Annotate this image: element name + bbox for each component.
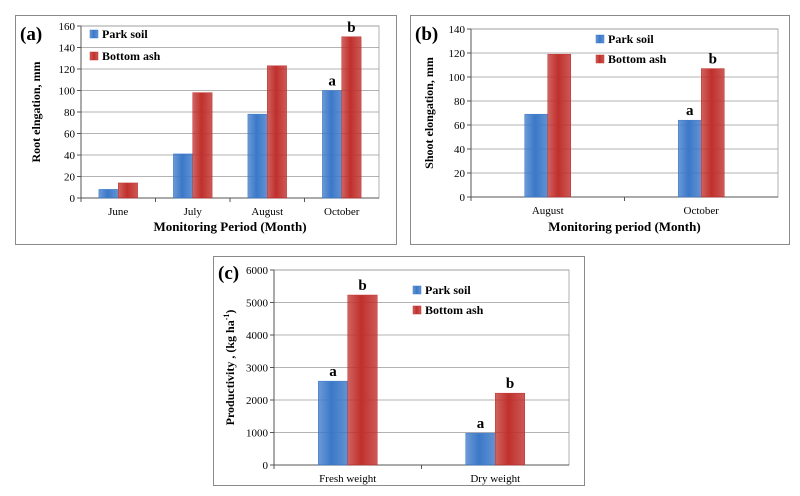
legend-swatch — [412, 285, 422, 295]
bar-bottom-ash — [267, 65, 287, 199]
y-axis-title: Root elngation, mm — [29, 62, 43, 163]
y-axis-title-text: Productivity , (kg ha — [223, 320, 237, 425]
x-tick-label: Fresh weight — [319, 473, 376, 485]
bar-bottom-ash — [192, 92, 213, 199]
x-axis-title: Monitoring Period (Month) — [153, 219, 306, 234]
legend-label: Bottom ash — [425, 303, 484, 317]
x-tick-label: June — [108, 206, 128, 218]
y-tick-label: 0 — [70, 193, 76, 205]
y-tick-label: 1000 — [246, 428, 269, 440]
bar-park-soil — [322, 90, 343, 199]
legend-swatch — [412, 305, 422, 315]
y-tick-label: 0 — [460, 192, 466, 204]
legend-label: Park soil — [102, 27, 148, 41]
chart-c-svg: 0 1000 2000 3000 4000 5000 6000 Fresh weight Dry… — [218, 263, 570, 485]
bar-bottom-ash — [547, 53, 572, 198]
bar-bottom-ash — [495, 392, 525, 466]
y-tick-label: 100 — [59, 86, 76, 98]
chart-panel-b: 0 20 40 60 80 100 120 140 August October a b Park so… — [410, 15, 790, 245]
y-tick-label: 20 — [454, 168, 466, 180]
y-tick-label: 80 — [454, 96, 466, 108]
y-tick-label: 140 — [449, 24, 466, 36]
legend-swatch — [89, 29, 99, 39]
significance-label: b — [358, 278, 366, 294]
legend-swatch — [89, 51, 99, 61]
y-tick-label: 60 — [64, 129, 76, 141]
chart-panel-a: 0 20 40 60 80 100 120 140 160 June July August Octob… — [15, 15, 397, 245]
bar-bottom-ash — [118, 182, 138, 199]
x-tick-label: October — [324, 206, 360, 218]
y-axis-title-superscript: -1 — [222, 314, 231, 321]
x-tick-label: Dry weight — [470, 473, 520, 485]
y-tick-label: 40 — [454, 144, 466, 156]
bar-park-soil — [318, 380, 348, 466]
y-tick-label: 3000 — [246, 363, 269, 375]
y-tick-label: 2000 — [246, 395, 269, 407]
bar-bottom-ash — [701, 68, 725, 198]
y-tick-label: 100 — [449, 72, 466, 84]
bar-park-soil — [173, 153, 194, 199]
bar-park-soil — [247, 113, 268, 199]
significance-label: b — [347, 20, 355, 36]
y-axis-title: Shoot elongation, mm — [422, 57, 436, 169]
y-tick-label: 5000 — [246, 298, 269, 310]
y-tick-label: 0 — [263, 460, 269, 472]
x-tick-label: August — [532, 205, 564, 217]
legend-label: Park soil — [425, 283, 471, 297]
y-tick-label: 80 — [64, 107, 76, 119]
legend-label: Bottom ash — [608, 52, 667, 66]
y-tick-label: 120 — [449, 48, 466, 60]
significance-label: b — [506, 376, 514, 392]
bar-park-soil — [677, 119, 702, 198]
significance-label: a — [328, 74, 336, 90]
legend-swatch — [595, 34, 605, 44]
y-axis-title-suffix: ) — [223, 310, 237, 314]
panel-label: (c) — [218, 263, 239, 284]
legend-label: Park soil — [608, 32, 654, 46]
significance-label: b — [709, 52, 717, 68]
y-tick-label: 6000 — [246, 265, 269, 277]
y-tick-label: 40 — [64, 150, 76, 162]
y-tick-label: 160 — [59, 21, 76, 33]
x-axis-title: Monitoring period (Month) — [548, 219, 700, 234]
y-tick-label: 20 — [64, 172, 76, 184]
panel-label: (b) — [415, 24, 438, 45]
y-tick-label: 60 — [454, 120, 466, 132]
bar-park-soil — [524, 113, 548, 198]
y-axis-title-text: Root elngation, mm — [29, 62, 43, 163]
y-tick-label: 120 — [59, 64, 76, 76]
significance-label: a — [329, 364, 337, 380]
chart-b-svg: 0 20 40 60 80 100 120 140 August October a b Park so… — [415, 24, 779, 234]
legend-label: Bottom ash — [102, 49, 161, 63]
panel-label: (a) — [20, 24, 42, 45]
significance-label: a — [477, 416, 485, 432]
significance-label: a — [686, 103, 694, 119]
y-axis-title-text: Shoot elongation, mm — [422, 57, 436, 169]
y-tick-label: 140 — [59, 43, 76, 55]
chart-panel-c: 0 1000 2000 3000 4000 5000 6000 Fresh weight Dry… — [213, 256, 585, 486]
legend-swatch — [595, 54, 605, 64]
bar-bottom-ash — [341, 36, 362, 199]
bar-park-soil — [98, 189, 119, 199]
x-tick-label: October — [684, 205, 720, 217]
y-axis-title: Productivity , (kg ha-1) — [222, 310, 237, 426]
bar-bottom-ash — [347, 294, 378, 466]
x-tick-label: August — [251, 206, 283, 218]
chart-a-svg: 0 20 40 60 80 100 120 140 160 June July August Octob… — [20, 20, 380, 234]
y-tick-label: 4000 — [246, 330, 269, 342]
x-tick-label: July — [184, 206, 203, 218]
bar-park-soil — [465, 432, 496, 466]
